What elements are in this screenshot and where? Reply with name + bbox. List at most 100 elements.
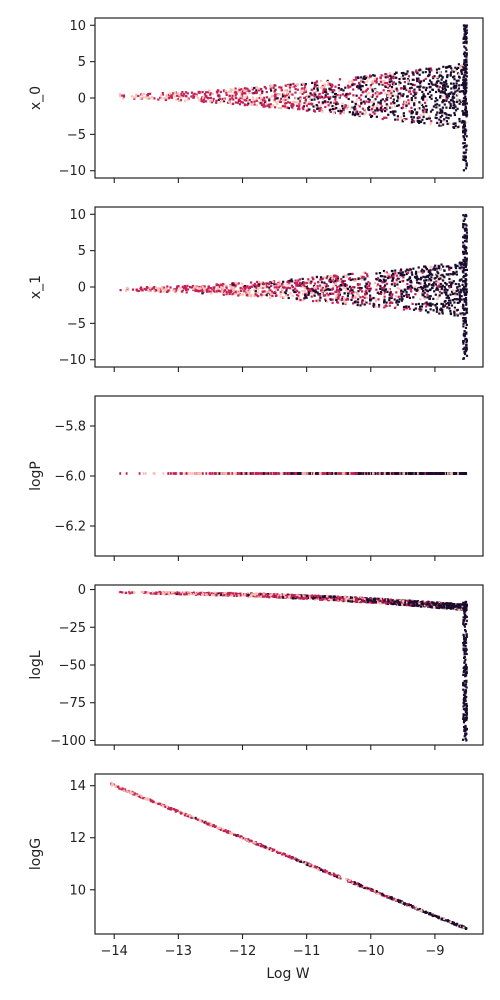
data-point: [309, 289, 312, 292]
data-point: [419, 82, 422, 85]
data-point: [278, 283, 281, 286]
data-point: [461, 283, 464, 286]
data-point: [344, 106, 347, 109]
data-point: [146, 97, 149, 100]
data-point: [246, 103, 249, 107]
data-point: [187, 472, 190, 475]
data-point: [463, 330, 466, 333]
y-tick-label: −6.0: [54, 470, 86, 485]
data-point: [225, 91, 228, 94]
data-point: [343, 299, 346, 302]
data-point: [445, 602, 448, 605]
data-point: [389, 106, 392, 109]
data-point: [303, 96, 306, 99]
data-point: [445, 106, 448, 109]
data-point: [351, 79, 354, 82]
data-point: [234, 292, 237, 296]
data-point: [453, 107, 456, 110]
data-point: [463, 82, 466, 85]
data-point: [167, 289, 170, 292]
data-point: [277, 595, 280, 598]
data-point: [231, 594, 234, 597]
data-point: [440, 307, 443, 310]
data-point: [277, 106, 280, 109]
data-point: [254, 293, 257, 296]
data-point: [224, 284, 227, 287]
data-point: [360, 76, 363, 79]
data-point: [423, 291, 426, 294]
data-point: [460, 71, 463, 74]
data-point: [373, 77, 376, 80]
data-point: [360, 101, 363, 104]
data-point: [335, 107, 338, 110]
data-point: [137, 289, 140, 293]
data-point: [303, 91, 306, 94]
data-point: [257, 287, 260, 290]
data-point: [347, 86, 350, 89]
data-point: [326, 472, 328, 475]
data-point: [358, 105, 361, 108]
data-point: [190, 91, 194, 94]
data-point: [366, 93, 369, 96]
data-point: [376, 109, 379, 112]
data-point: [378, 272, 382, 275]
data-point: [255, 104, 258, 107]
data-point: [211, 472, 214, 475]
data-point: [405, 268, 408, 271]
data-point: [342, 275, 345, 278]
data-point: [197, 90, 200, 93]
data-point: [290, 593, 293, 596]
data-point: [418, 107, 421, 110]
data-point: [430, 81, 433, 84]
data-point: [344, 283, 347, 286]
data-point: [374, 305, 377, 308]
data-point: [460, 266, 463, 269]
data-point: [356, 472, 358, 475]
data-point: [413, 108, 416, 111]
data-point: [456, 93, 459, 96]
data-point: [219, 290, 222, 293]
data-point: [234, 290, 237, 293]
data-point: [429, 295, 432, 298]
data-point: [424, 288, 427, 291]
data-point: [365, 472, 367, 475]
data-point: [451, 472, 454, 475]
data-point: [419, 278, 422, 281]
data-point: [183, 285, 186, 288]
data-point: [427, 311, 430, 314]
data-point: [261, 90, 264, 93]
data-point: [415, 69, 418, 72]
data-point: [230, 97, 234, 100]
data-point: [276, 97, 279, 100]
data-point: [400, 268, 403, 271]
data-point: [432, 297, 435, 300]
data-point: [291, 472, 293, 475]
data-point: [386, 472, 389, 475]
data-point: [402, 472, 405, 475]
data-point: [395, 87, 398, 90]
data-point: [192, 472, 194, 475]
data-point: [135, 93, 138, 96]
data-point: [366, 80, 369, 83]
data-point: [311, 472, 314, 475]
data-point: [310, 295, 313, 298]
data-point: [457, 63, 460, 66]
data-point: [283, 97, 286, 100]
data-point: [402, 77, 405, 80]
data-point: [462, 136, 465, 139]
data-point: [332, 292, 335, 295]
data-point: [293, 282, 297, 285]
data-point: [425, 104, 428, 108]
data-point: [351, 84, 354, 87]
data-point: [271, 294, 274, 297]
data-point: [403, 273, 406, 277]
data-point: [458, 294, 462, 298]
data-point: [375, 115, 378, 118]
data-point: [363, 75, 366, 78]
data-point: [421, 118, 424, 121]
data-point: [326, 101, 329, 104]
data-point: [450, 279, 453, 282]
data-point: [453, 78, 456, 81]
data-point: [465, 67, 468, 70]
data-point: [391, 599, 394, 602]
